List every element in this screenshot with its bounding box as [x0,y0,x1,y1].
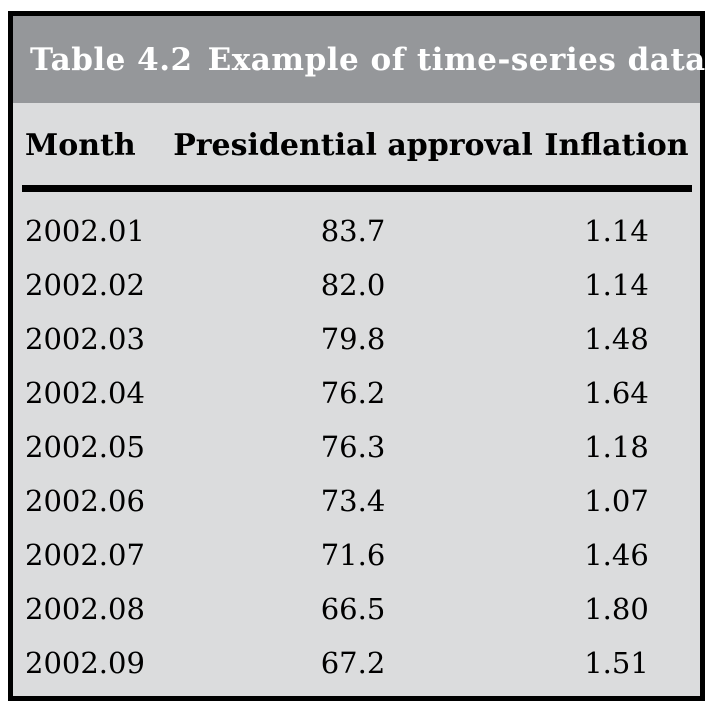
cell-inflation: 1.80 [584,592,649,626]
cell-approval: 71.6 [320,538,386,572]
table-title-bar: Table 4.2 Example of time-series data [13,16,705,103]
cell-inflation: 1.14 [584,214,649,248]
table-row: 2002.03 79.8 1.48 [13,312,700,366]
cell-approval: 79.8 [320,322,386,356]
cell-inflation: 1.46 [584,538,649,572]
cell-inflation: 1.14 [584,268,649,302]
cell-inflation: 1.51 [584,646,649,680]
column-header-inflation: Inflation [544,128,689,163]
table-header-row: Month Presidential approval Inflation [13,129,700,163]
cell-inflation: 1.18 [584,430,649,464]
table-row: 2002.05 76.3 1.18 [13,420,700,474]
cell-inflation: 1.48 [584,322,649,356]
cell-month: 2002.07 [25,538,145,572]
header-rule [22,185,692,192]
table-number-label: Table 4.2 [30,41,193,78]
cell-approval: 82.0 [320,268,386,302]
table-row: 2002.09 67.2 1.51 [13,636,700,690]
table-body: 2002.01 83.7 1.14 2002.02 82.0 1.14 2002… [13,192,700,690]
column-header-approval: Presidential approval [173,128,533,163]
cell-month: 2002.06 [25,484,145,518]
cell-month: 2002.05 [25,430,145,464]
table-row: 2002.08 66.5 1.80 [13,582,700,636]
cell-approval: 66.5 [320,592,386,626]
table-row: 2002.06 73.4 1.07 [13,474,700,528]
cell-month: 2002.03 [25,322,145,356]
cell-inflation: 1.64 [584,376,649,410]
cell-month: 2002.04 [25,376,145,410]
column-header-month: Month [25,128,136,163]
cell-month: 2002.02 [25,268,145,302]
table-row: 2002.01 83.7 1.14 [13,204,700,258]
cell-approval: 67.2 [320,646,386,680]
cell-month: 2002.09 [25,646,145,680]
table-row: 2002.07 71.6 1.46 [13,528,700,582]
cell-approval: 76.3 [320,430,386,464]
table-frame: Table 4.2 Example of time-series data Mon… [8,11,705,701]
cell-approval: 76.2 [320,376,386,410]
table-title-text: Example of time-series data [207,41,706,78]
cell-month: 2002.08 [25,592,145,626]
cell-month: 2002.01 [25,214,145,248]
table-row: 2002.04 76.2 1.64 [13,366,700,420]
cell-inflation: 1.07 [584,484,649,518]
cell-approval: 83.7 [320,214,386,248]
table-row: 2002.02 82.0 1.14 [13,258,700,312]
cell-approval: 73.4 [320,484,386,518]
page-title: Table 4.2 Example of time-series data [30,42,706,78]
